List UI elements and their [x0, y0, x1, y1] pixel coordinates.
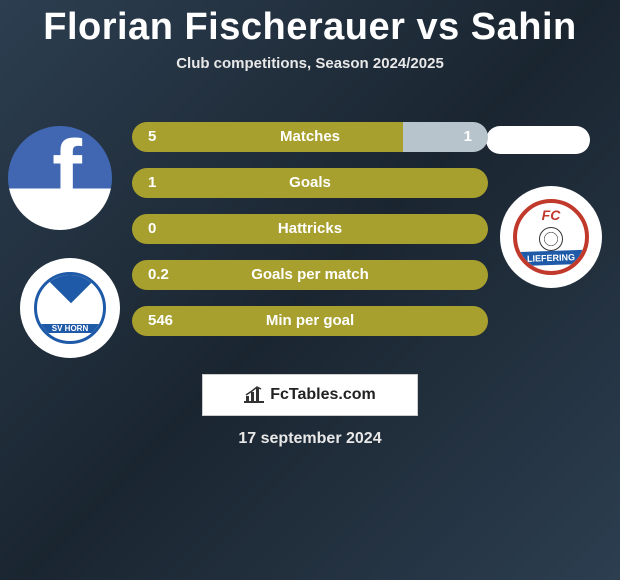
club-right-inner: FC LIEFERING	[513, 199, 589, 275]
stat-row: 1Goals	[132, 168, 488, 198]
stat-row: 0Hattricks	[132, 214, 488, 244]
club-left-inner: SV HORN	[34, 272, 106, 344]
stat-label: Goals	[132, 168, 488, 198]
page-title: Florian Fischerauer vs Sahin	[0, 6, 620, 49]
club-left-text: SV HORN	[37, 324, 103, 333]
stat-row: 0.2Goals per match	[132, 260, 488, 290]
comparison-area: SV HORN FC LIEFERING 51Matches 1Goals 0Hat…	[0, 100, 620, 360]
brand-text: FcTables.com	[270, 386, 376, 404]
stat-label: Min per goal	[132, 306, 488, 336]
club-right-badge: FC LIEFERING	[500, 186, 602, 288]
club-right-fc: FC	[517, 207, 585, 223]
brand-badge: FcTables.com	[202, 374, 418, 416]
bar-chart-icon	[244, 386, 264, 404]
stat-row: 546Min per goal	[132, 306, 488, 336]
player-left-avatar	[8, 126, 112, 230]
stat-row: 51Matches	[132, 122, 488, 152]
soccer-ball-icon	[539, 227, 563, 251]
club-left-badge: SV HORN	[20, 258, 120, 358]
stat-label: Matches	[132, 122, 488, 152]
subtitle: Club competitions, Season 2024/2025	[0, 55, 620, 72]
stat-label: Goals per match	[132, 260, 488, 290]
club-right-text: LIEFERING	[513, 250, 589, 267]
stats-bars: 51Matches 1Goals 0Hattricks 0.2Goals per ma…	[132, 122, 488, 352]
header: Florian Fischerauer vs Sahin Club compet…	[0, 0, 620, 72]
date-text: 17 september 2024	[0, 430, 620, 448]
player-right-avatar	[486, 126, 590, 154]
stat-label: Hattricks	[132, 214, 488, 244]
